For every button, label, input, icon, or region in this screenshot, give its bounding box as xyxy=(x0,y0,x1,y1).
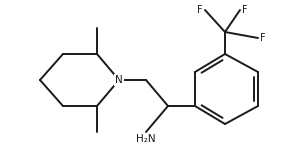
Text: H₂N: H₂N xyxy=(136,134,156,144)
Text: N: N xyxy=(115,75,123,85)
Text: F: F xyxy=(260,33,266,43)
Text: F: F xyxy=(197,5,203,15)
Text: F: F xyxy=(242,5,248,15)
